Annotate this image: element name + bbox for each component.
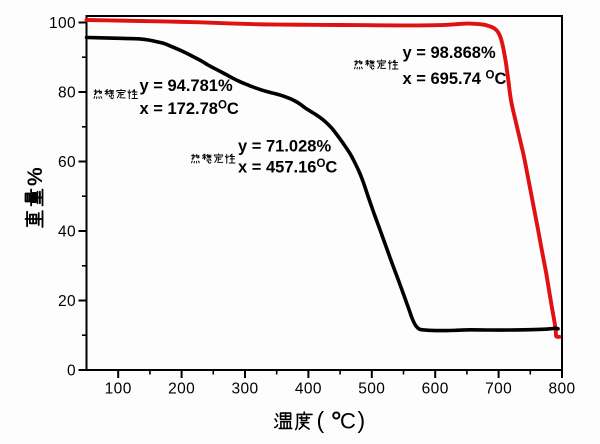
svg-text:y = 71.028%: y = 71.028% xyxy=(238,138,331,156)
svg-text:500: 500 xyxy=(358,381,385,398)
svg-text:x = 695.74 OC: x = 695.74 OC xyxy=(403,70,507,89)
svg-text:y = 94.781%: y = 94.781% xyxy=(140,77,233,95)
svg-text:300: 300 xyxy=(231,381,258,398)
svg-text:80: 80 xyxy=(58,84,76,101)
svg-text:800: 800 xyxy=(548,381,575,398)
svg-text:60: 60 xyxy=(58,154,76,171)
svg-text:400: 400 xyxy=(295,381,322,398)
svg-text:y = 98.868%: y = 98.868% xyxy=(403,44,496,62)
svg-text:0: 0 xyxy=(67,362,76,379)
svg-text:x = 172.78OC: x = 172.78OC xyxy=(140,100,239,119)
svg-text:100: 100 xyxy=(49,15,76,32)
svg-text:C: C xyxy=(340,409,356,434)
svg-text:x = 457.16OC: x = 457.16OC xyxy=(238,158,337,177)
svg-text:600: 600 xyxy=(422,381,449,398)
svg-text:(: ( xyxy=(317,407,325,433)
svg-text:%: % xyxy=(24,167,47,186)
svg-text:700: 700 xyxy=(485,381,512,398)
svg-text:200: 200 xyxy=(168,381,195,398)
svg-text:20: 20 xyxy=(58,293,76,310)
svg-text:): ) xyxy=(358,407,366,433)
svg-text:100: 100 xyxy=(105,381,132,398)
svg-text:40: 40 xyxy=(58,223,76,240)
